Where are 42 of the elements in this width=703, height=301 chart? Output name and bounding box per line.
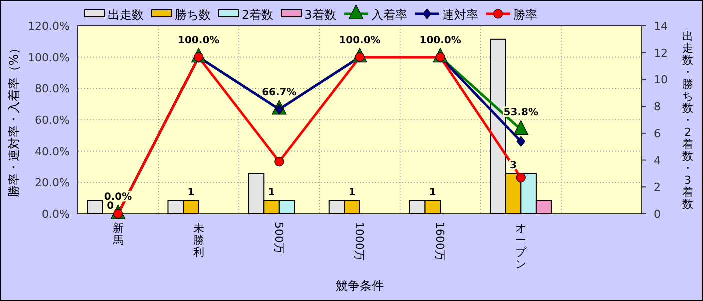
- data-label: 1: [348, 188, 356, 199]
- x-tick-label: 1600万: [434, 222, 447, 261]
- y2-tick-label: 12: [654, 46, 668, 60]
- legend-label: 勝率: [513, 8, 538, 22]
- x-tick-label: 未勝利: [193, 222, 204, 259]
- y2-tick-label: 8: [654, 100, 661, 114]
- data-label: 1: [268, 188, 276, 199]
- x-axis-title: 競争条件: [336, 279, 384, 293]
- legend-label: 連対率: [442, 8, 478, 22]
- legend-label: 3着数: [304, 8, 336, 22]
- y2-tick-label: 10: [654, 74, 668, 87]
- data-label: 1: [188, 188, 195, 199]
- y2-tick-label: 0: [654, 208, 661, 221]
- y2-tick-label: 14: [654, 20, 668, 33]
- text: 出走数・勝ち数・2着数・3着数: [682, 30, 694, 211]
- x-tick-label: 500万: [272, 222, 286, 254]
- x-tick-label: 1000万: [353, 222, 366, 261]
- y-axis-title: 勝率・連対率・入着率（%）: [7, 42, 21, 198]
- data-label: 100.0%: [178, 35, 220, 46]
- y2-tick-label: 2: [654, 181, 661, 194]
- y-tick-label: 20.0%: [35, 176, 70, 190]
- data-label: 3: [510, 160, 518, 172]
- data-label: 100.0%: [420, 35, 462, 46]
- y2-tick-label: 6: [654, 127, 661, 140]
- x-tick-label: 新馬: [112, 222, 124, 247]
- y-tick-label: 0.0%: [42, 208, 70, 221]
- data-label: 1: [429, 188, 436, 199]
- y-tick-label: 120.0%: [28, 20, 70, 33]
- bar: [87, 200, 104, 214]
- legend-label: 2着数: [242, 8, 274, 22]
- y-tick-label: 60.0%: [35, 114, 70, 127]
- y2-tick-label: 4: [654, 154, 661, 168]
- data-label: 66.7%: [262, 88, 297, 99]
- legend-label: 入着率: [371, 8, 408, 22]
- y-tick-label: 80.0%: [35, 82, 70, 96]
- y-tick-label: 40.0%: [35, 145, 70, 158]
- x-tick-label: オープン: [516, 222, 528, 271]
- legend-label: 出走数: [108, 8, 144, 22]
- legend-label: 勝ち数: [175, 8, 211, 22]
- data-label: 0: [107, 201, 114, 212]
- data-label: 100.0%: [339, 35, 381, 46]
- y-tick-label: 100.0%: [28, 51, 70, 64]
